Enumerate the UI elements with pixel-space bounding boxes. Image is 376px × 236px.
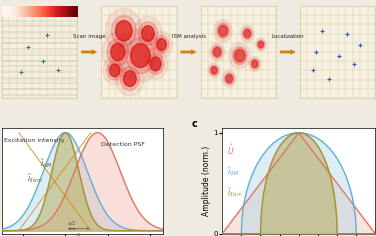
Text: $\tilde{I}_{flism}$: $\tilde{I}_{flism}$: [27, 172, 43, 185]
Circle shape: [107, 61, 123, 80]
Circle shape: [232, 47, 247, 65]
Circle shape: [157, 39, 167, 51]
Circle shape: [143, 49, 168, 79]
Circle shape: [249, 57, 261, 71]
Circle shape: [107, 39, 129, 65]
Circle shape: [244, 30, 251, 38]
Text: $\tilde{I}_{flism}$: $\tilde{I}_{flism}$: [227, 186, 243, 198]
Circle shape: [210, 65, 218, 76]
Circle shape: [134, 16, 162, 51]
Text: ISM analysis: ISM analysis: [171, 34, 206, 39]
Circle shape: [258, 41, 264, 48]
Circle shape: [235, 49, 245, 62]
Circle shape: [208, 63, 220, 78]
Circle shape: [154, 36, 169, 54]
Circle shape: [150, 57, 161, 71]
Circle shape: [214, 20, 232, 42]
Y-axis label: Amplitude (norm.): Amplitude (norm.): [202, 146, 211, 216]
Circle shape: [224, 73, 234, 84]
Circle shape: [212, 46, 223, 58]
Text: c: c: [192, 119, 197, 129]
Circle shape: [209, 43, 225, 61]
Text: $\tilde{I}_{ISM}$: $\tilde{I}_{ISM}$: [40, 158, 53, 170]
Text: $a$: $a$: [76, 231, 81, 236]
Circle shape: [252, 60, 258, 67]
Circle shape: [147, 54, 164, 74]
Circle shape: [119, 29, 162, 82]
Text: Localization: Localization: [271, 34, 304, 39]
Circle shape: [111, 43, 125, 61]
Text: $\hat{U}$: $\hat{U}$: [227, 143, 234, 157]
Circle shape: [217, 23, 229, 38]
Circle shape: [226, 75, 233, 83]
Circle shape: [243, 28, 252, 39]
Circle shape: [256, 38, 266, 51]
Circle shape: [138, 22, 158, 45]
Circle shape: [241, 25, 254, 42]
Circle shape: [115, 21, 132, 41]
Circle shape: [213, 47, 221, 57]
Circle shape: [111, 16, 136, 46]
Circle shape: [250, 59, 259, 69]
Circle shape: [102, 33, 133, 71]
Circle shape: [141, 26, 154, 41]
Circle shape: [116, 61, 144, 96]
Circle shape: [229, 43, 250, 68]
Circle shape: [123, 71, 136, 87]
Circle shape: [130, 44, 150, 67]
Text: Excitation intensity: Excitation intensity: [5, 138, 65, 143]
Circle shape: [151, 31, 172, 58]
Circle shape: [223, 70, 236, 87]
Circle shape: [211, 67, 217, 74]
Circle shape: [120, 67, 139, 90]
Circle shape: [103, 56, 126, 84]
Text: Detection PSF: Detection PSF: [101, 143, 145, 148]
Text: Scan image: Scan image: [73, 34, 106, 39]
Circle shape: [109, 64, 120, 77]
Circle shape: [257, 40, 265, 49]
Text: $a/2$: $a/2$: [67, 219, 77, 227]
Text: $\tilde{I}_{ISM}$: $\tilde{I}_{ISM}$: [227, 166, 240, 178]
Circle shape: [126, 38, 155, 74]
Circle shape: [106, 8, 142, 53]
Circle shape: [218, 25, 228, 36]
